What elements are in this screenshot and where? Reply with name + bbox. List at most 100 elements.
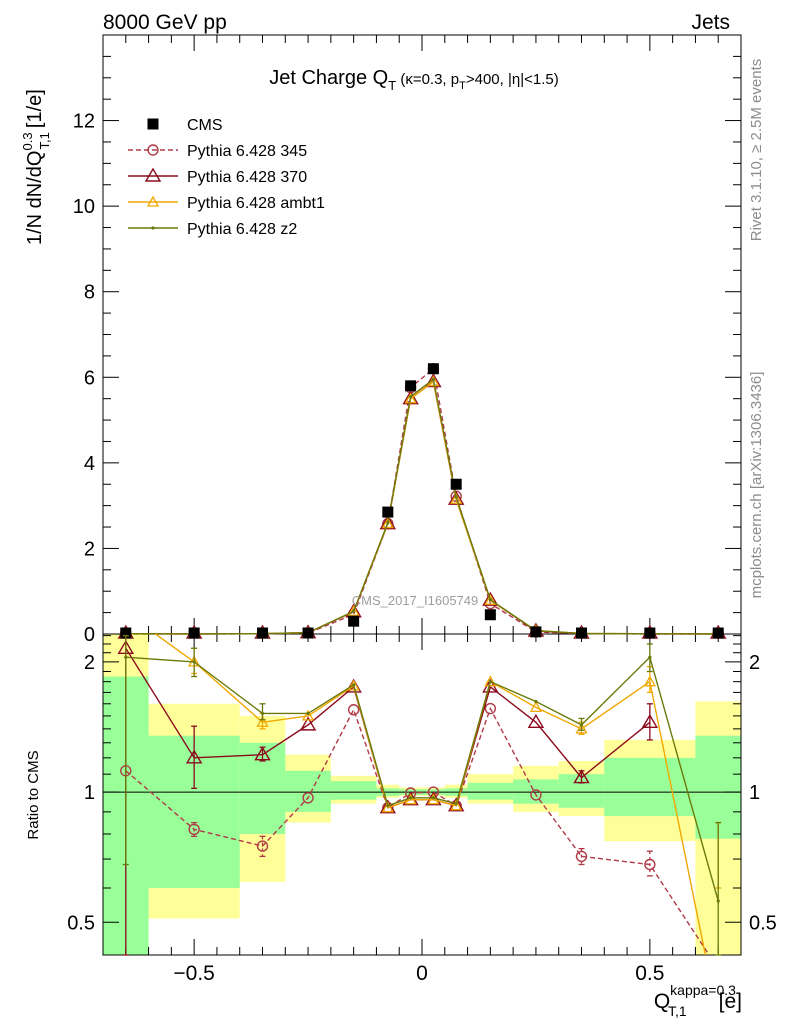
ratio-data-point: [409, 796, 413, 800]
ratio-data-point: [381, 801, 394, 813]
ratio-data-point: [124, 655, 128, 659]
ratio-data-point: [527, 713, 545, 728]
process-label: Jets: [691, 11, 730, 34]
watermark: CMS_2017_I1605749: [352, 593, 479, 608]
band-1sigma-4: [330, 781, 377, 800]
ratio-data-point: [306, 711, 310, 716]
legend: CMS Pythia 6.428 345 Pythia 6.428 370 Pythi…: [128, 117, 325, 238]
ratio-data-point: [484, 675, 497, 687]
ratio-data-point: [347, 679, 360, 691]
band-1sigma-13: [695, 735, 741, 839]
ratio-data-point: [488, 680, 492, 684]
ratio-series-3: [122, 634, 722, 956]
x-axis-label: Qkappa=0.3 T,1 [e]: [654, 982, 742, 1019]
main-data-point: [427, 363, 439, 375]
ratio-data-point: [530, 789, 542, 801]
main-data-point: [530, 626, 542, 638]
ratio-data-point: [450, 799, 463, 811]
legend-marker: [151, 226, 155, 230]
legend-label: Pythia 6.428 z2: [187, 221, 297, 238]
main-series-line: [125, 378, 719, 635]
ratio-data-point: [454, 802, 458, 806]
ratio-data-point: [427, 793, 440, 805]
main-data-point: [425, 373, 442, 388]
band-1sigma-3: [285, 770, 331, 812]
main-data-point: [120, 627, 132, 639]
ratio-data-point: [579, 723, 584, 727]
main-data-point: [405, 380, 417, 392]
ratio-data-point: [254, 746, 271, 761]
main-data-point: [379, 515, 397, 530]
x-tick-label: 0.5: [635, 962, 664, 985]
band-1sigma-12: [604, 757, 696, 817]
main-data-point: [454, 495, 458, 499]
ratio-data-point: [386, 804, 390, 808]
ratio-data-point: [302, 792, 314, 804]
ratio-y-tick-label-right: 2: [749, 652, 760, 674]
rivet-version-label: Rivet 3.1.10, ≥ 2.5M events: [748, 59, 765, 242]
ratio-data-point: [644, 858, 656, 871]
ratio-data-point: [529, 701, 543, 712]
ratio-data-point: [260, 711, 265, 716]
main-data-point: [348, 615, 360, 627]
energy-label: 8000 GeV pp: [103, 11, 227, 34]
legend-label: CMS: [187, 117, 223, 134]
plot-title: Jet Charge QT (κ=0.3, pT>400, |η|<1.5): [269, 67, 558, 93]
ratio-y-tick-label: 0.5: [67, 912, 95, 934]
ratio-data-point: [575, 722, 588, 734]
main-series-0: [120, 363, 724, 639]
ratio-data-point: [643, 675, 656, 687]
ratio-data-point: [301, 709, 315, 721]
ratio-data-point: [431, 796, 435, 800]
legend-marker: [147, 118, 159, 130]
main-data-point: [347, 604, 360, 616]
main-data-point: [450, 478, 462, 490]
main-data-point: [431, 377, 435, 382]
ratio-data-point: [256, 715, 269, 727]
main-data-point: [381, 517, 394, 529]
main-data-point: [484, 593, 497, 605]
legend-label: Pythia 6.428 345: [187, 143, 307, 160]
ratio-data-point: [185, 749, 203, 764]
ratio-series-0: [120, 702, 710, 955]
legend-label: Pythia 6.428 370: [187, 169, 307, 186]
ratio-series-line: [125, 655, 719, 902]
ratio-data-point: [192, 660, 196, 664]
ratio-data-point: [716, 899, 720, 903]
ratio-data-point: [299, 716, 317, 731]
main-data-point: [482, 591, 499, 606]
legend-entry-4: Pythia 6.428 z2: [128, 221, 297, 238]
main-data-point: [712, 627, 724, 639]
x-tick-label: 0: [416, 962, 428, 985]
ratio-uncertainty-bands: [103, 634, 741, 955]
legend-entry-2: Pythia 6.428 370: [128, 167, 307, 186]
main-y-axis-label: 1/N dN/dQ0.3 T,1[1/e]: [20, 89, 52, 245]
legend-marker: [147, 144, 159, 156]
ratio-plot-series: [117, 634, 722, 956]
ratio-y-axis-label: Ratio to CMS: [25, 750, 42, 839]
legend-label: Pythia 6.428 ambt1: [187, 195, 325, 212]
main-y-tick-label: 8: [84, 282, 95, 304]
ratio-series-line: [125, 706, 710, 955]
main-data-point: [404, 392, 417, 404]
ratio-data-point: [256, 840, 269, 852]
legend-entry-3: Pythia 6.428 ambt1: [128, 195, 325, 212]
ratio-y-tick-label: 1: [84, 782, 95, 804]
ratio-y-tick-label-right: 1: [749, 782, 760, 804]
main-y-tick-label: 10: [73, 196, 95, 218]
main-data-point: [488, 598, 492, 602]
ratio-data-point: [484, 702, 497, 715]
x-tick-label: −0.5: [173, 962, 214, 985]
main-y-tick-label: 4: [84, 453, 95, 475]
main-data-point: [402, 390, 419, 405]
legend-entry-0: CMS: [147, 117, 223, 134]
mcplots-label: mcplots.cern.ch [arXiv:1306.3436]: [748, 372, 765, 599]
main-data-point: [409, 394, 413, 399]
main-data-point: [352, 609, 356, 613]
legend-marker: [144, 167, 162, 182]
ratio-data-point: [347, 704, 360, 716]
band-1sigma-9: [467, 782, 514, 800]
ratio-data-point: [573, 769, 590, 784]
legend-entry-1: Pythia 6.428 345: [128, 143, 307, 160]
